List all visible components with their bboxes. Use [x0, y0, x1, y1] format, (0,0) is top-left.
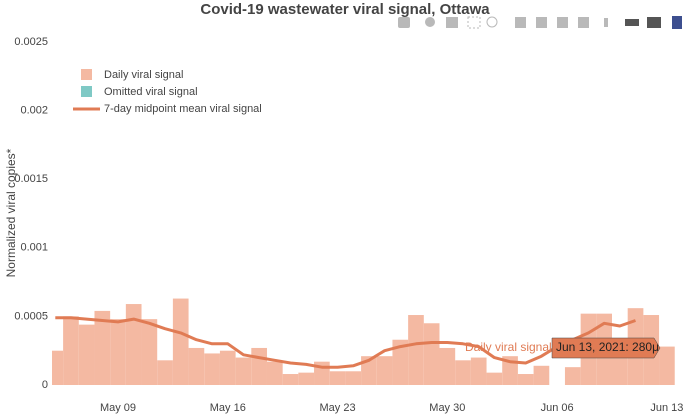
- legend-label: Omitted viral signal: [104, 86, 198, 98]
- x-tick-label: May 23: [320, 402, 356, 414]
- bar: [486, 372, 503, 385]
- pan-button[interactable]: [446, 17, 458, 28]
- bar: [172, 298, 189, 385]
- x-tick-label: May 30: [429, 402, 465, 414]
- bar: [78, 324, 95, 385]
- hover-box: [551, 337, 661, 359]
- bar: [455, 360, 471, 385]
- bar: [329, 371, 346, 385]
- y-tick-label: 0.0025: [14, 36, 48, 48]
- x-tick-label: Jun 06: [541, 402, 574, 414]
- bar: [188, 347, 205, 385]
- y-tick-label: 0.0005: [14, 310, 48, 322]
- bar: [659, 346, 675, 385]
- bar: [110, 319, 126, 385]
- bar: [392, 339, 409, 385]
- x-tick-label: May 09: [100, 402, 136, 414]
- bar: [408, 315, 424, 385]
- bar: [266, 361, 283, 385]
- bar: [298, 372, 315, 385]
- hover-label: Jun 13, 2021: 280μ: [556, 340, 659, 354]
- legend-swatch: [81, 86, 92, 97]
- y-tick-label: 0: [42, 379, 48, 391]
- bar: [235, 357, 252, 385]
- x-tick-label: Jun 13: [650, 402, 683, 414]
- chart-title: Covid-19 wastewater viral signal, Ottawa: [200, 1, 490, 18]
- legend: Daily viral signal Omitted viral signal 7-…: [73, 69, 262, 115]
- camera-button[interactable]: [398, 17, 410, 28]
- bar: [423, 323, 440, 385]
- bar: [533, 365, 550, 385]
- y-tick-label: 0.001: [20, 242, 48, 254]
- reset-button[interactable]: [578, 17, 589, 28]
- spike-button[interactable]: [604, 18, 608, 27]
- select-button[interactable]: [467, 16, 481, 29]
- bar: [219, 350, 236, 385]
- y-tick-label: 0.002: [20, 105, 48, 117]
- bar: [63, 316, 79, 385]
- bar: [564, 367, 581, 385]
- bar: [141, 319, 158, 385]
- plotly-logo[interactable]: [672, 16, 682, 29]
- zoom-button[interactable]: [425, 17, 435, 27]
- zoom-out-button[interactable]: [536, 17, 547, 28]
- bar: [345, 371, 362, 385]
- hover-compare-button[interactable]: [647, 17, 661, 28]
- bar: [470, 357, 487, 385]
- hover-closest-button[interactable]: [625, 19, 639, 26]
- bar: [376, 356, 393, 385]
- bar: [282, 374, 299, 385]
- bar: [251, 347, 267, 385]
- legend-label: 7-day midpoint mean viral signal: [104, 103, 262, 115]
- modebar[interactable]: [398, 16, 682, 29]
- x-tick-label: May 16: [210, 402, 246, 414]
- mean-line: [55, 316, 636, 369]
- bar: [125, 304, 142, 385]
- legend-swatch: [81, 69, 92, 80]
- bar: [517, 374, 534, 385]
- bar: [157, 360, 173, 385]
- legend-label: Daily viral signal: [104, 69, 183, 81]
- autoscale-button[interactable]: [557, 17, 568, 28]
- hover-label: Daily viral signal: [465, 340, 552, 354]
- bar: [204, 353, 220, 385]
- bar: [94, 310, 111, 385]
- bar: [52, 350, 64, 385]
- y-axis-title: Normalized viral copies*: [4, 148, 18, 277]
- bar: [439, 347, 456, 385]
- bar: [361, 356, 377, 385]
- lasso-button[interactable]: [486, 16, 498, 28]
- y-tick-label: 0.0015: [14, 173, 48, 185]
- zoom-in-button[interactable]: [515, 17, 526, 28]
